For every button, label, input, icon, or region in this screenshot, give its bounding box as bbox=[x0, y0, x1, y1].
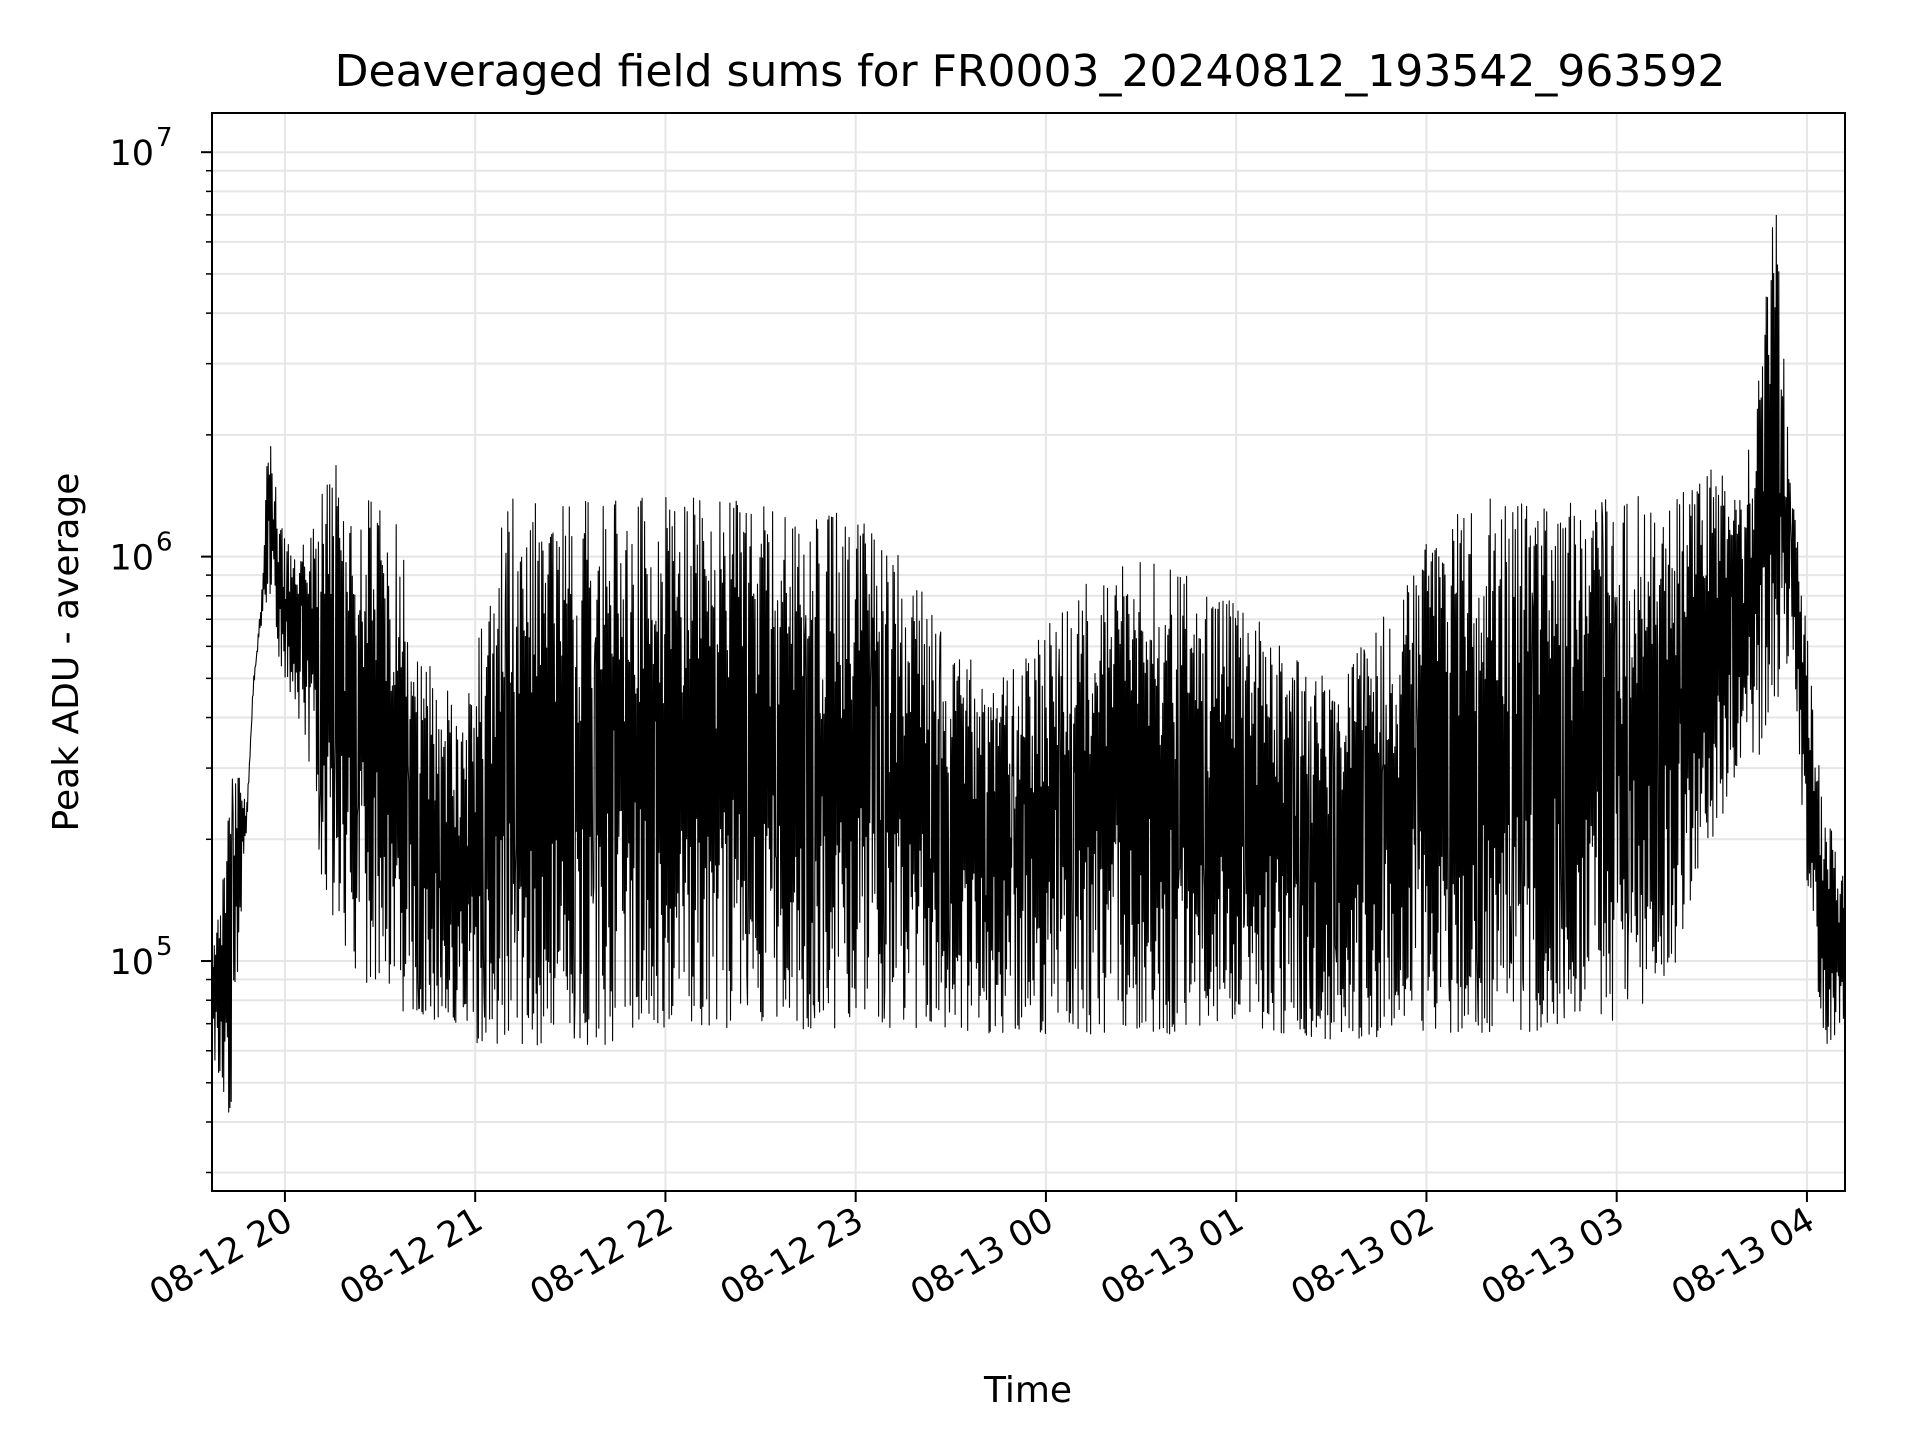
y-tick-exponent: 5 bbox=[156, 932, 173, 962]
plot-frame bbox=[211, 112, 1846, 1192]
y-tick-exponent: 7 bbox=[156, 123, 173, 153]
chart-title: Deaveraged field sums for FR0003_2024081… bbox=[335, 46, 1726, 97]
y-tick-exponent: 6 bbox=[156, 528, 173, 558]
y-tick-label: 10 bbox=[109, 134, 154, 174]
y-tick-label: 10 bbox=[109, 943, 154, 983]
series-line-path bbox=[212, 214, 1845, 1113]
series-line bbox=[212, 214, 1845, 1113]
y-tick-label: 10 bbox=[109, 539, 154, 579]
x-axis-label: Time bbox=[983, 1370, 1072, 1411]
y-axis-label: Peak ADU - average bbox=[46, 473, 87, 832]
